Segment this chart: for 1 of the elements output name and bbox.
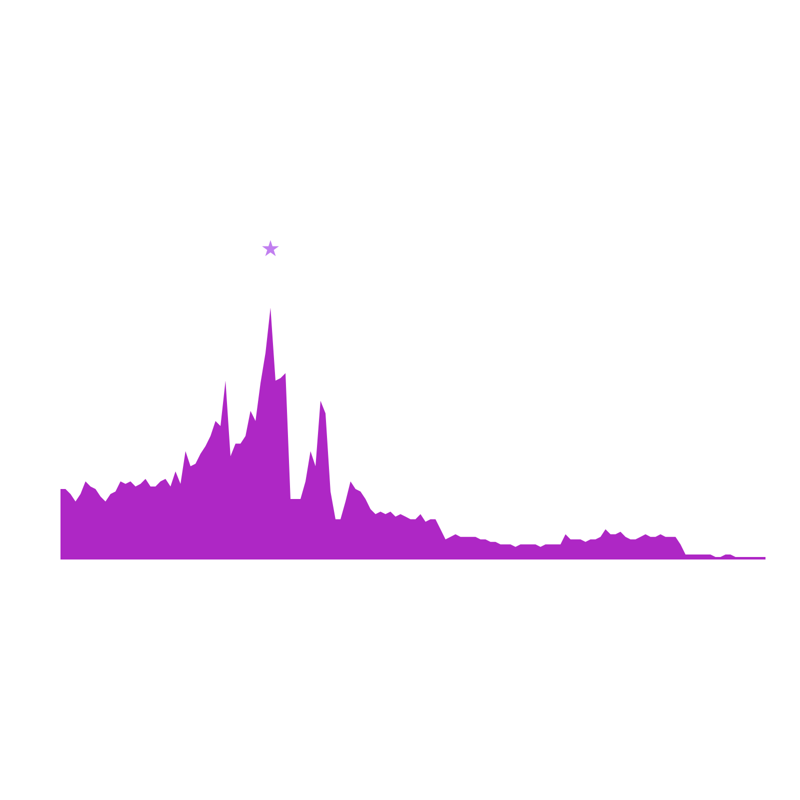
annotation: ★ — [260, 237, 280, 262]
